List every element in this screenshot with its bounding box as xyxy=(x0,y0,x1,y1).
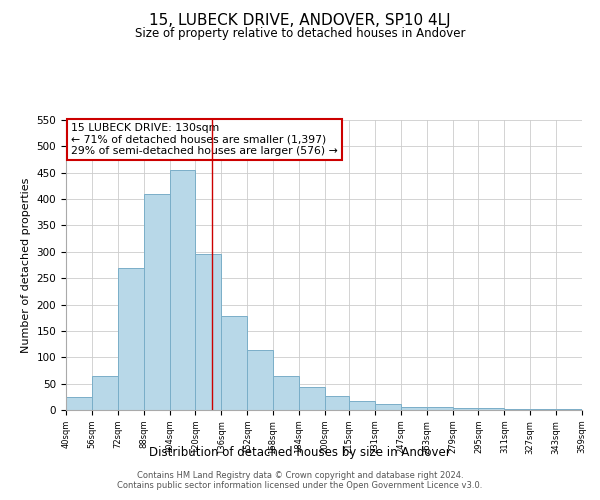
Bar xyxy=(375,404,401,410)
Bar xyxy=(325,396,349,410)
Text: 15 LUBECK DRIVE: 130sqm
← 71% of detached houses are smaller (1,397)
29% of semi: 15 LUBECK DRIVE: 130sqm ← 71% of detache… xyxy=(71,123,338,156)
Bar xyxy=(170,170,196,410)
Bar xyxy=(505,409,530,410)
Text: 15, LUBECK DRIVE, ANDOVER, SP10 4LJ: 15, LUBECK DRIVE, ANDOVER, SP10 4LJ xyxy=(149,12,451,28)
Bar xyxy=(452,408,478,410)
Y-axis label: Number of detached properties: Number of detached properties xyxy=(21,178,31,352)
Bar xyxy=(92,376,118,410)
Bar xyxy=(556,409,582,410)
Bar xyxy=(530,409,556,410)
Text: Size of property relative to detached houses in Andover: Size of property relative to detached ho… xyxy=(135,28,465,40)
Bar xyxy=(478,408,505,410)
Bar xyxy=(118,268,143,410)
Bar xyxy=(299,388,325,410)
Bar xyxy=(143,194,170,410)
Bar xyxy=(66,397,92,410)
Text: Contains HM Land Registry data © Crown copyright and database right 2024.
Contai: Contains HM Land Registry data © Crown c… xyxy=(118,470,482,490)
Text: Distribution of detached houses by size in Andover: Distribution of detached houses by size … xyxy=(149,446,451,459)
Bar xyxy=(221,316,247,410)
Bar xyxy=(427,408,452,410)
Bar xyxy=(247,350,273,410)
Bar xyxy=(196,254,221,410)
Bar xyxy=(401,408,427,410)
Bar xyxy=(349,401,375,410)
Bar xyxy=(273,376,299,410)
